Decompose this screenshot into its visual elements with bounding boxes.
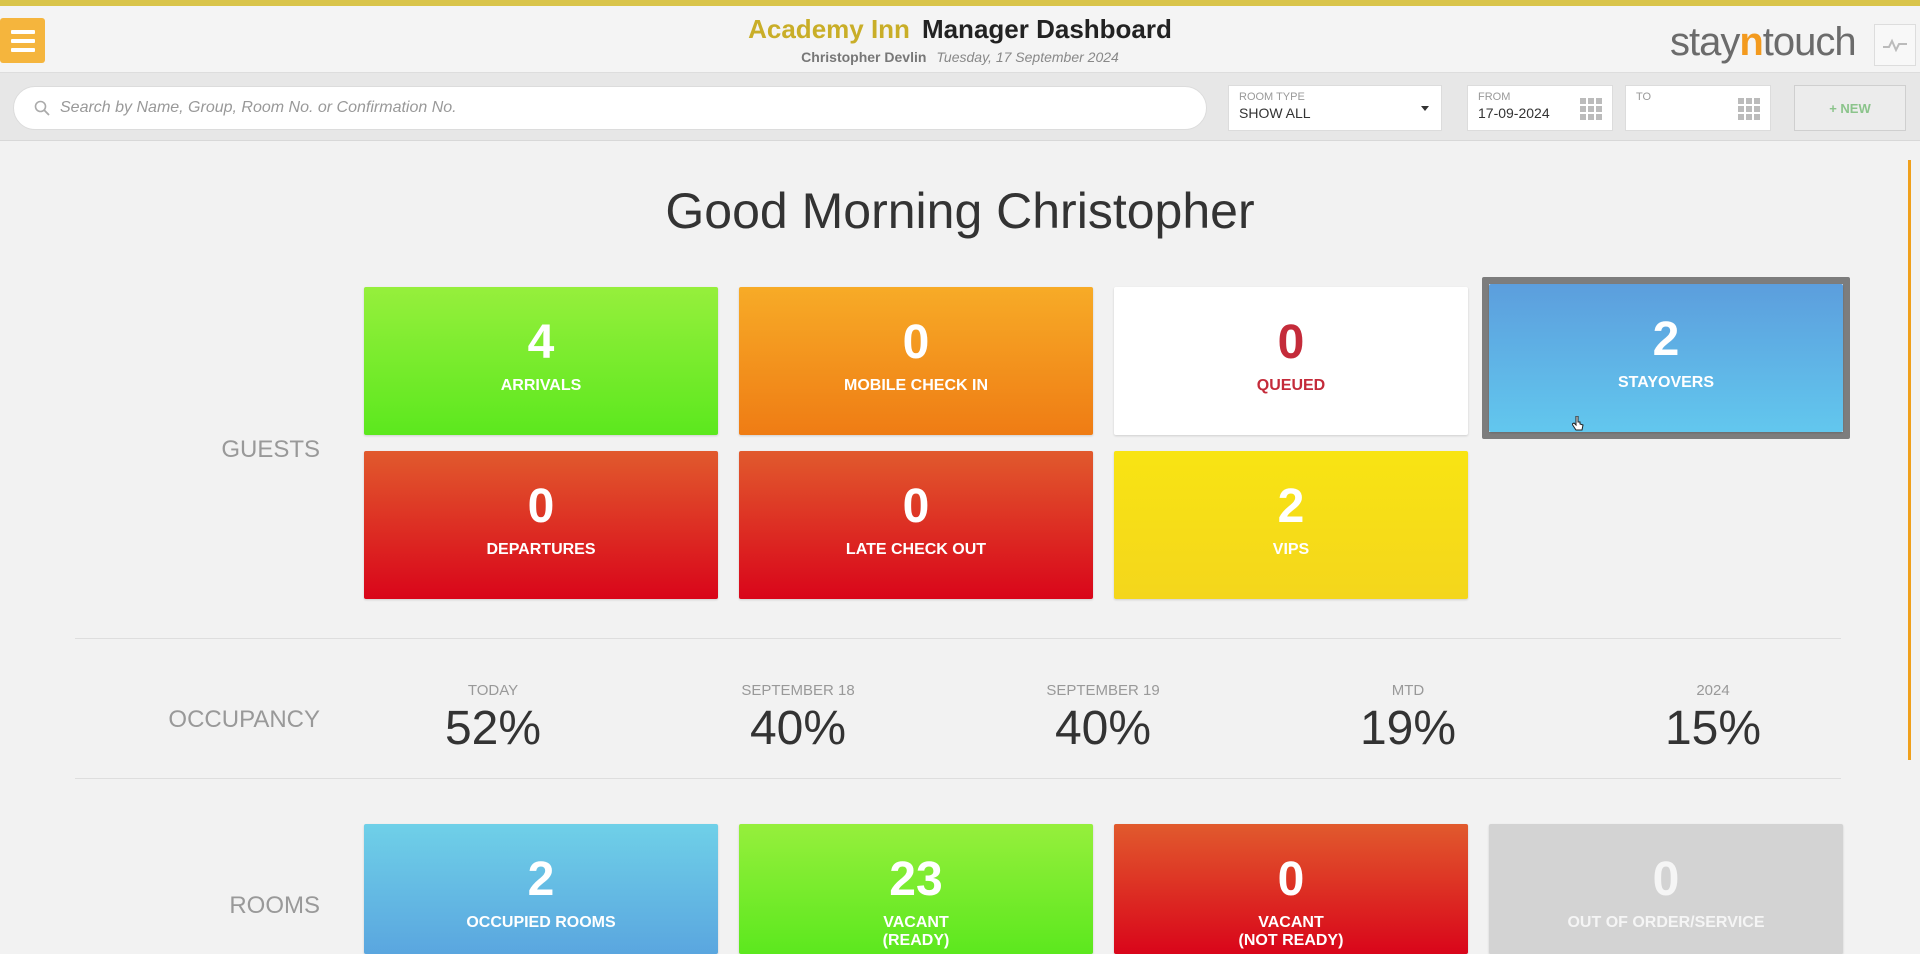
tile-value: 0 — [527, 480, 555, 533]
occupancy-value: 52% — [444, 702, 542, 755]
from-date-value: 17-09-2024 — [1478, 105, 1550, 121]
occupancy-year: 2024 15% — [1613, 682, 1813, 756]
greeting-heading: Good Morning Christopher — [665, 183, 1255, 239]
pulse-icon — [1883, 38, 1907, 52]
search-box[interactable] — [13, 86, 1207, 130]
tile-selection-frame — [1482, 277, 1850, 439]
activity-pulse-button[interactable] — [1874, 24, 1916, 66]
section-divider — [75, 778, 1841, 779]
tile-value: 0 — [902, 316, 930, 369]
tile-vacant-ready[interactable]: 23 VACANT (READY) — [739, 824, 1093, 954]
section-divider — [75, 638, 1841, 639]
occupancy-sep-19: SEPTEMBER 19 40% — [1003, 682, 1203, 756]
chevron-down-icon — [1421, 106, 1429, 111]
menu-icon-bar — [10, 47, 35, 52]
to-date-label: TO — [1636, 91, 1652, 103]
calendar-icon — [1580, 98, 1602, 120]
tile-value: 4 — [527, 316, 555, 369]
tile-value: 0 — [1277, 853, 1305, 906]
tile-label: OUT OF ORDER/SERVICE — [1567, 914, 1765, 931]
room-type-label: ROOM TYPE — [1239, 91, 1305, 103]
occupancy-label: MTD — [1391, 682, 1425, 699]
calendar-icon — [1738, 98, 1760, 120]
page-title: Academy Inn Manager Dashboard — [0, 14, 1920, 45]
occupancy-value: 40% — [749, 702, 847, 755]
tile-mobile-check-in[interactable]: 0 MOBILE CHECK IN — [739, 287, 1093, 435]
tile-value: 2 — [1652, 313, 1680, 366]
search-icon — [34, 100, 50, 116]
tile-label: DEPARTURES — [486, 541, 596, 558]
scrollbar[interactable] — [1908, 160, 1911, 760]
occupancy-sep-18: SEPTEMBER 18 40% — [698, 682, 898, 756]
tile-label: VACANT (NOT READY) — [1238, 914, 1344, 950]
room-type-select[interactable]: ROOM TYPE SHOW ALL — [1228, 85, 1442, 131]
tile-value: 0 — [902, 480, 930, 533]
tile-label: OCCUPIED ROOMS — [466, 914, 616, 931]
tile-label: STAYOVERS — [1617, 374, 1715, 391]
occupancy-mtd: MTD 19% — [1308, 682, 1508, 756]
user-name: Christopher Devlin — [801, 49, 927, 65]
tile-label: MOBILE CHECK IN — [844, 377, 988, 394]
search-input[interactable] — [60, 99, 1160, 117]
dashboard-title: Manager Dashboard — [921, 14, 1172, 44]
occupancy-value: 40% — [1054, 702, 1152, 755]
tile-label: LATE CHECK OUT — [845, 541, 987, 558]
header-subtitle: Christopher Devlin Tuesday, 17 September … — [0, 49, 1920, 65]
tile-vacant-not-ready[interactable]: 0 VACANT (NOT READY) — [1114, 824, 1468, 954]
tile-out-of-order[interactable]: 0 OUT OF ORDER/SERVICE — [1489, 824, 1843, 954]
hamburger-menu-button[interactable] — [0, 18, 45, 63]
tile-queued[interactable]: 0 QUEUED — [1114, 287, 1468, 435]
occupancy-value: 15% — [1664, 702, 1762, 755]
occupancy-today: TODAY 52% — [393, 682, 593, 756]
occupancy-label: 2024 — [1696, 682, 1730, 699]
occupancy-label: SEPTEMBER 19 — [1046, 682, 1160, 699]
tile-label: QUEUED — [1256, 377, 1326, 394]
hotel-name: Academy Inn — [748, 14, 910, 44]
guests-section-label: GUESTS — [221, 436, 320, 463]
tile-late-check-out[interactable]: 0 LATE CHECK OUT — [739, 451, 1093, 599]
occupancy-value: 19% — [1359, 702, 1457, 755]
rooms-section-label: ROOMS — [229, 892, 320, 919]
mouse-pointer-icon — [1572, 416, 1584, 431]
from-date-label: FROM — [1478, 91, 1511, 103]
menu-icon-bar — [10, 29, 35, 34]
brand-logo: stayntouch — [1670, 20, 1857, 64]
tile-value: 0 — [1652, 853, 1680, 906]
tile-label: VIPS — [1272, 541, 1310, 558]
to-date-field[interactable]: TO — [1625, 85, 1771, 131]
menu-icon-bar — [10, 38, 35, 43]
occupancy-section-label: OCCUPANCY — [168, 706, 320, 733]
room-type-value: SHOW ALL — [1239, 105, 1311, 121]
tile-label: VACANT (READY) — [882, 914, 950, 950]
from-date-field[interactable]: FROM 17-09-2024 — [1467, 85, 1613, 131]
tile-vips[interactable]: 2 VIPS — [1114, 451, 1468, 599]
tile-value: 23 — [889, 853, 943, 906]
business-date: Tuesday, 17 September 2024 — [936, 49, 1119, 65]
tile-departures[interactable]: 0 DEPARTURES — [364, 451, 718, 599]
occupancy-label: TODAY — [467, 682, 519, 699]
tile-value: 2 — [1277, 480, 1305, 533]
tile-value: 0 — [1277, 316, 1305, 369]
tile-value: 2 — [527, 853, 555, 906]
search-toolbar: ROOM TYPE SHOW ALL FROM 17-09-2024 TO + … — [0, 73, 1920, 141]
tile-occupied-rooms[interactable]: 2 OCCUPIED ROOMS — [364, 824, 718, 954]
tile-label: ARRIVALS — [500, 377, 582, 394]
top-header: Academy Inn Manager Dashboard Christopher… — [0, 0, 1920, 73]
tile-stayovers[interactable]: 2 STAYOVERS — [1489, 284, 1843, 432]
new-reservation-button[interactable]: + NEW — [1794, 85, 1906, 131]
tile-arrivals[interactable]: 4 ARRIVALS — [364, 287, 718, 435]
occupancy-label: SEPTEMBER 18 — [741, 682, 855, 699]
